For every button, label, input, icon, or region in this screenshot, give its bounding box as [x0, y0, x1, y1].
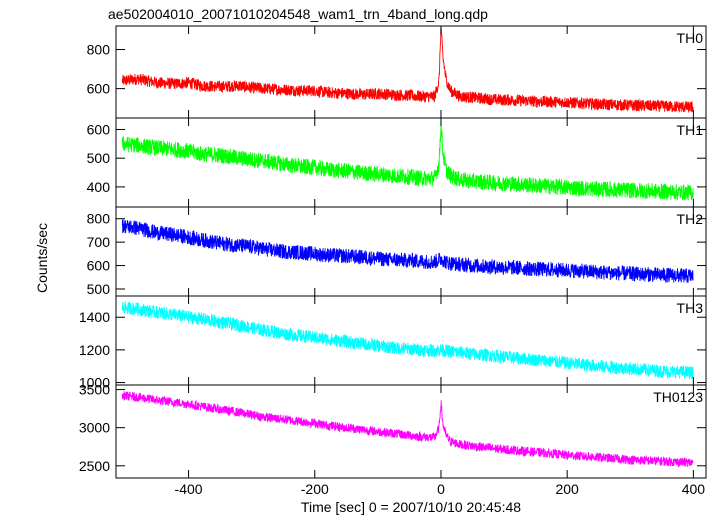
panel-th0: 600 800 TH0 [87, 25, 707, 119]
panel-frame [115, 295, 707, 386]
y-tick-label: 3000 [79, 420, 110, 436]
y-axis-label: Counts/sec [34, 223, 50, 293]
x-tick-label: -200 [301, 481, 329, 497]
series-line-th2 [121, 219, 694, 284]
y-tick-label: 3500 [79, 382, 110, 398]
panel-label-th2: TH2 [677, 211, 704, 227]
panel-frame [115, 206, 707, 297]
chart-title: ae502004010_20071010204548_wam1_trn_4ban… [108, 6, 488, 22]
y-tick-label: 1400 [79, 309, 110, 325]
panel-frame [115, 117, 707, 208]
x-tick-label: 400 [682, 481, 706, 497]
panel-label-th3: TH3 [677, 300, 704, 316]
x-tick-label: 200 [555, 481, 579, 497]
y-tick-label: 600 [87, 121, 111, 137]
y-tick-label: 1200 [79, 342, 110, 358]
panel-label-th0: TH0 [677, 30, 704, 46]
panel-th2: 500 600 700 800 TH2 [87, 206, 707, 297]
y-tick-label: 500 [87, 281, 111, 297]
series-line-th0 [121, 26, 694, 113]
y-tick-label: 600 [87, 258, 111, 274]
y-tick-label: 700 [87, 234, 111, 250]
y-tick-label: 600 [87, 81, 111, 97]
panel-th0123: 2500 3000 3500 TH0123 [79, 382, 707, 479]
panels-layer: 600 800 TH0 400 500 600 TH1 500 600 700 800 TH2 1000… [79, 25, 707, 497]
y-tick-label: 800 [87, 41, 111, 57]
panel-label-th0123: TH0123 [653, 389, 703, 405]
series-line-th1 [121, 118, 694, 201]
panel-th3: 1000 1200 1400 TH3 [79, 295, 707, 391]
y-tick-label: 2500 [79, 458, 110, 474]
y-tick-label: 1000 [79, 375, 110, 391]
y-tick-label: 500 [87, 150, 111, 166]
x-tick-label: -400 [175, 481, 203, 497]
panel-th1: 400 500 600 TH1 [87, 117, 707, 208]
panel-label-th1: TH1 [677, 122, 704, 138]
x-axis-label: Time [sec] 0 = 2007/10/10 20:45:48 [301, 499, 521, 515]
series-line-th0123 [121, 391, 694, 468]
series-line-th3 [121, 301, 694, 380]
y-tick-label: 800 [87, 211, 111, 227]
x-tick-label: 0 [437, 481, 445, 497]
panel-frame [115, 384, 707, 479]
y-tick-label: 400 [87, 179, 111, 195]
